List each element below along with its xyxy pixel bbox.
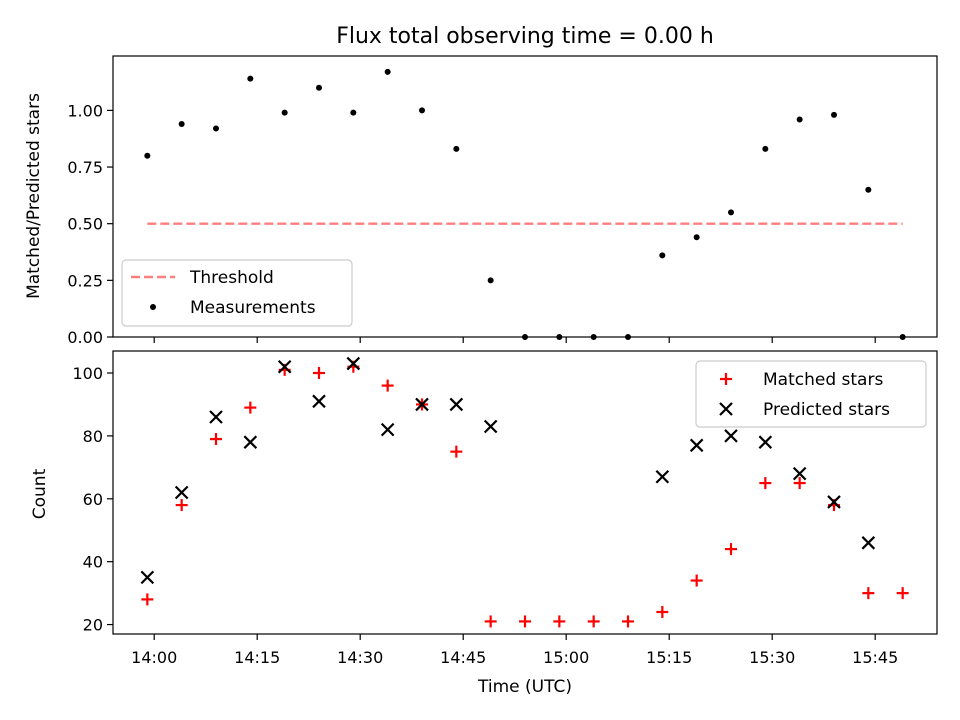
measurement-point (281, 109, 288, 116)
legend-predicted-swatch (719, 402, 733, 416)
matched-star-point (244, 401, 257, 414)
matched-star-point (759, 477, 772, 490)
measurement-point (247, 75, 254, 82)
matched-star-point (210, 433, 222, 446)
x-tick-label: 14:45 (440, 648, 486, 667)
bottom-panel: 20 40 60 80 100 14:00 14:15 14:30 14:45 15:00 15:1… (72, 350, 938, 667)
measurement-point (728, 209, 734, 216)
matched-star-point (381, 379, 394, 392)
predicted-star-point (415, 397, 429, 412)
measurement-point (384, 68, 391, 75)
legend-matched-label: Matched stars (763, 370, 883, 390)
legend-predicted-label: Predicted stars (763, 400, 890, 420)
measurement-point (453, 145, 460, 152)
predicted-star-point (209, 410, 223, 424)
predicted-star-point (655, 469, 670, 484)
top-panel: 0.00 0.25 0.50 0.75 1.00 Threshold Measurement… (67, 55, 938, 347)
x-axis-label: Time (UTC) (477, 677, 572, 697)
legend-matched-swatch (720, 373, 732, 385)
predicted-star-point (380, 422, 395, 437)
measurement-point (350, 109, 357, 116)
matched-star-point (175, 499, 188, 512)
x-tick-label: 15:00 (543, 648, 589, 667)
measurement-point (865, 186, 872, 193)
bottom-y-tick-label: 20 (83, 616, 103, 635)
x-tick-label: 15:15 (646, 648, 692, 667)
predicted-star-point (724, 429, 738, 443)
top-legend-box (121, 259, 353, 327)
matched-star-point (725, 543, 737, 556)
matched-star-point (690, 574, 703, 587)
bottom-y-tick-label: 80 (83, 427, 103, 446)
predicted-star-point (861, 536, 876, 550)
measurement-point (693, 234, 700, 241)
legend-threshold-label: Threshold (189, 268, 274, 288)
predicted-star-point (174, 485, 189, 500)
bottom-y-tick-label: 100 (72, 364, 103, 383)
bottom-legend-box (695, 360, 927, 428)
bottom-y-tick-label: 60 (83, 490, 103, 509)
measurement-point (831, 111, 837, 118)
top-y-tick-label: 0.00 (67, 328, 103, 347)
matched-star-point (553, 615, 566, 628)
matched-star-point (450, 445, 463, 458)
bottom-plot-frame (112, 350, 938, 635)
x-tick-label: 15:30 (749, 648, 795, 667)
matched-star-point (519, 615, 531, 628)
measurement-point (178, 120, 185, 127)
x-tick-label: 14:00 (131, 648, 177, 667)
predicted-star-point (792, 466, 807, 481)
matched-star-point (484, 615, 497, 628)
predicted-star-point (277, 359, 292, 374)
predicted-star-point (483, 419, 498, 434)
x-tick-label: 14:30 (337, 648, 383, 667)
top-y-tick-label: 1.00 (67, 101, 103, 120)
matched-star-point (313, 367, 325, 380)
matched-star-point (587, 615, 600, 628)
measurement-point (659, 252, 666, 259)
predicted-star-point (758, 435, 773, 449)
matched-star-point (622, 615, 634, 628)
top-y-tick-label: 0.25 (67, 271, 103, 290)
predicted-star-point (827, 495, 841, 509)
bottom-y-axis-label: Count (30, 468, 50, 519)
predicted-star-point (689, 438, 704, 453)
predicted-star-point (346, 356, 361, 371)
matched-star-point (896, 587, 909, 600)
matched-star-point (862, 587, 875, 600)
matched-star-point (793, 477, 806, 490)
measurement-point (762, 145, 769, 152)
top-y-axis-label: Matched/Predicted stars (24, 93, 44, 299)
bottom-legend: Matched stars Predicted stars (695, 360, 927, 428)
measurement-point (796, 116, 803, 123)
top-legend: Threshold Measurements (121, 259, 353, 327)
predicted-star-point (243, 435, 258, 449)
x-tick-label: 14:15 (234, 648, 280, 667)
top-y-tick-label: 0.75 (67, 158, 103, 177)
matched-star-point (656, 605, 669, 618)
legend-measurements-label: Measurements (190, 298, 316, 318)
measurement-point (487, 277, 494, 284)
matched-star-point (141, 593, 154, 606)
predicted-star-point (449, 397, 464, 412)
chart-title: Flux total observing time = 0.00 h (336, 24, 714, 49)
x-tick-label: 15:45 (852, 648, 898, 667)
predicted-star-point (312, 394, 326, 409)
measurement-point (419, 107, 425, 114)
measurement-point (144, 152, 151, 159)
top-y-tick-label: 0.50 (67, 215, 103, 234)
top-plot-frame (112, 55, 938, 338)
legend-measurements-swatch (150, 304, 156, 310)
bottom-y-tick-label: 40 (83, 553, 103, 572)
predicted-star-point (140, 570, 155, 585)
measurement-point (316, 84, 322, 91)
measurement-point (213, 125, 219, 132)
